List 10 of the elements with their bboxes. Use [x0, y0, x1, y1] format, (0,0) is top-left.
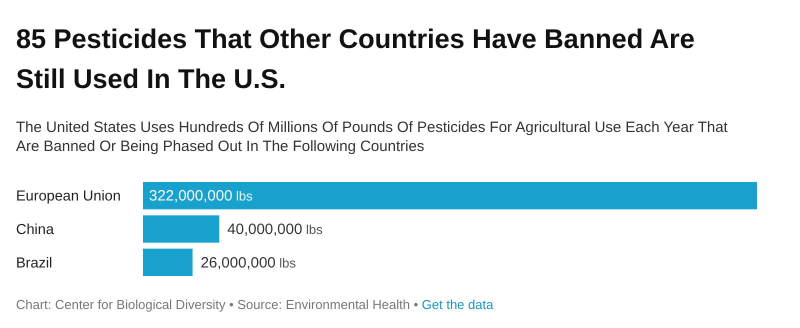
y-tick-label: Brazil: [16, 255, 52, 272]
chart-subtitle: The United States Uses Hundreds Of Millions Of Pounds Of Pesticides For Agricultural Use Each Year That Are Banned Or Being Phased Out In The Following Countries: [16, 119, 729, 155]
text: Get the data: [418, 297, 494, 312]
data-label: 26,000,000 lbs: [200, 254, 296, 272]
chart-title: 85 Pesticides That Other Countries Have Banned Are Still Used In The U.S.: [16, 24, 695, 94]
text: Chart: Center for Biological Diversity • Source: Environmental Health •: [16, 297, 419, 312]
data-label: 40,000,000 lbs: [227, 221, 324, 238]
data-label: 322,000,000 lbs: [149, 188, 254, 205]
y-tick-label: China: [16, 222, 55, 238]
y-tick-label: European Union: [16, 188, 121, 205]
